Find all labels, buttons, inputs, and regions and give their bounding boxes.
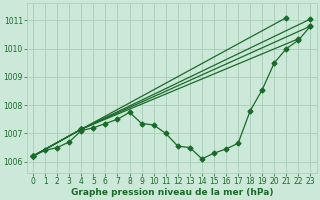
X-axis label: Graphe pression niveau de la mer (hPa): Graphe pression niveau de la mer (hPa) — [70, 188, 273, 197]
